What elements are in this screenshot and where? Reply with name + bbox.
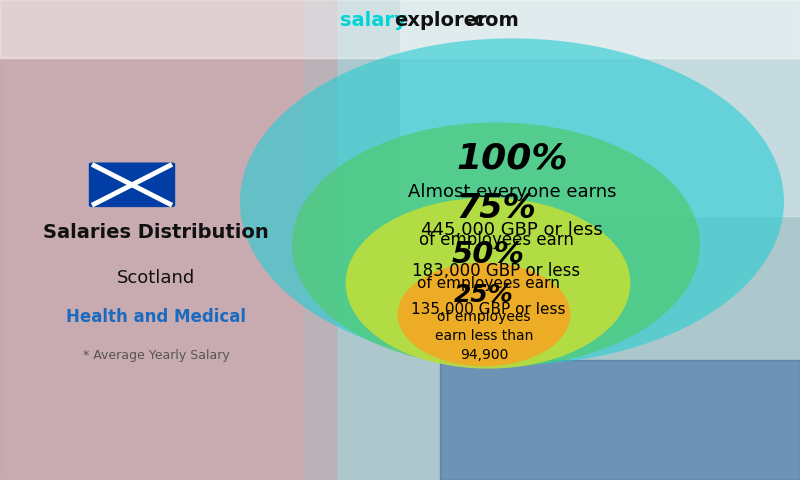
- Text: 94,900: 94,900: [460, 348, 508, 362]
- Text: salary: salary: [340, 11, 406, 30]
- Text: of employees: of employees: [438, 310, 530, 324]
- Bar: [304, 0, 800, 480]
- Text: earn less than: earn less than: [435, 329, 533, 343]
- Text: explorer: explorer: [394, 11, 487, 30]
- Text: 445,000 GBP or less: 445,000 GBP or less: [421, 221, 603, 240]
- Circle shape: [292, 122, 700, 367]
- Circle shape: [240, 38, 784, 365]
- FancyBboxPatch shape: [89, 162, 175, 207]
- Text: 75%: 75%: [456, 192, 536, 225]
- Bar: [440, 360, 800, 480]
- Bar: [0, 0, 336, 480]
- Text: 25%: 25%: [454, 283, 514, 307]
- Text: 50%: 50%: [451, 240, 525, 269]
- Text: Scotland: Scotland: [117, 269, 195, 288]
- Text: Salaries Distribution: Salaries Distribution: [43, 223, 269, 242]
- Circle shape: [398, 263, 570, 366]
- Text: 135,000 GBP or less: 135,000 GBP or less: [410, 302, 566, 317]
- Text: of employees earn: of employees earn: [418, 231, 574, 249]
- Circle shape: [346, 198, 630, 369]
- Text: * Average Yearly Salary: * Average Yearly Salary: [82, 348, 230, 362]
- Text: Health and Medical: Health and Medical: [66, 308, 246, 326]
- Text: 183,000 GBP or less: 183,000 GBP or less: [412, 262, 580, 280]
- Text: Almost everyone earns: Almost everyone earns: [408, 183, 616, 201]
- Bar: [400, 0, 800, 216]
- Text: of employees earn: of employees earn: [417, 276, 559, 291]
- Bar: [0, 0, 800, 58]
- Text: .com: .com: [466, 11, 519, 30]
- Text: 100%: 100%: [456, 142, 568, 175]
